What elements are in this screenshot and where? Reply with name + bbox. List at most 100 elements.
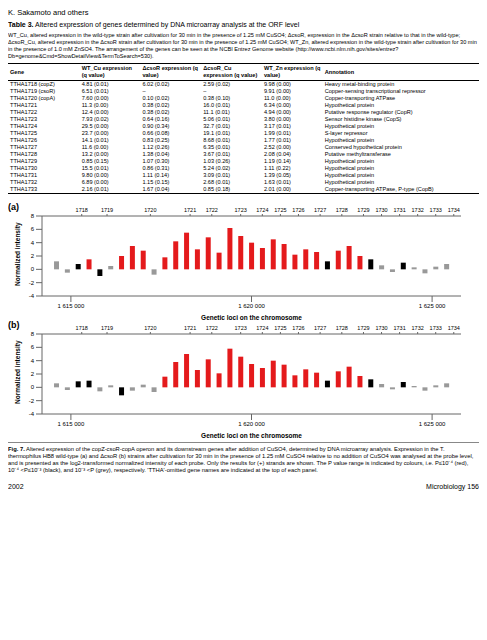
svg-text:6: 6	[31, 226, 35, 232]
svg-text:1730: 1730	[375, 325, 387, 331]
html-text:1.12 (0.26): 1.12 (0.26)	[142, 143, 170, 150]
svg-text:1720: 1720	[144, 207, 156, 213]
html-text:3.67 (0.01): 3.67 (0.01)	[203, 150, 231, 157]
html-text:(a): (a)	[8, 201, 19, 212]
svg-text:1721: 1721	[184, 207, 196, 213]
svg-text:Normalized intensity: Normalized intensity	[14, 222, 22, 286]
svg-text:4: 4	[31, 240, 35, 246]
html-text:Hypothetical protein: Hypothetical protein	[324, 122, 375, 129]
svg-text:1 625 000: 1 625 000	[419, 421, 446, 427]
svg-text:1723: 1723	[235, 325, 247, 331]
svg-text:2: 2	[31, 371, 35, 377]
html-text:WT_Zn expression (q value): WT_Zn expression (q value)	[263, 65, 321, 78]
svg-text:-2: -2	[29, 280, 35, 286]
svg-text:1733: 1733	[430, 207, 442, 213]
svg-text:1725: 1725	[274, 325, 286, 331]
html-text:2.52 (0.00): 2.52 (0.00)	[263, 143, 291, 150]
svg-text:1724: 1724	[256, 325, 268, 331]
svg-text:1728: 1728	[336, 325, 348, 331]
svg-text:1718: 1718	[76, 207, 88, 213]
svg-text:1723: 1723	[235, 207, 247, 213]
svg-text:-2: -2	[29, 398, 35, 404]
html-text:0.90 (0.34): 0.90 (0.34)	[142, 122, 170, 129]
svg-text:1726: 1726	[292, 325, 304, 331]
svg-text:Normalized intensity: Normalized intensity	[14, 340, 22, 404]
svg-text:1729: 1729	[357, 207, 369, 213]
svg-text:1720: 1720	[144, 325, 156, 331]
html-text:32.7 (0.01): 32.7 (0.01)	[203, 122, 231, 129]
html-text:K. Sakamoto and others: K. Sakamoto and others	[8, 8, 89, 17]
svg-text:1732: 1732	[412, 207, 424, 213]
html-text:1.77 (0.01): 1.77 (0.01)	[263, 136, 291, 143]
svg-text:1731: 1731	[393, 207, 405, 213]
svg-text:Genetic loci on the chromosome: Genetic loci on the chromosome	[201, 314, 302, 320]
svg-text:1 625 000: 1 625 000	[419, 303, 446, 309]
svg-text:1727: 1727	[314, 207, 326, 213]
html-text:2002: 2002	[8, 482, 24, 490]
svg-text:1 620 000: 1 620 000	[238, 421, 265, 427]
svg-text:0: 0	[31, 266, 35, 272]
svg-text:1 620 000: 1 620 000	[238, 303, 265, 309]
html-text:ΔcsoR_Cu expression (q value): ΔcsoR_Cu expression (q value)	[203, 65, 258, 78]
svg-text:1734: 1734	[448, 207, 460, 213]
svg-text:-4: -4	[29, 411, 35, 417]
svg-text:1732: 1732	[412, 325, 424, 331]
html-text:Hypothetical protein: Hypothetical protein	[324, 136, 375, 143]
svg-text:8: 8	[31, 331, 35, 337]
html-text:8.68 (0.01): 8.68 (0.01)	[203, 136, 231, 143]
html-text:11.6 (0.00): 11.6 (0.00)	[81, 143, 109, 150]
svg-text:Genetic loci on the chromosome: Genetic loci on the chromosome	[201, 432, 302, 438]
svg-text:1730: 1730	[375, 207, 387, 213]
svg-text:8: 8	[31, 213, 35, 219]
svg-text:1726: 1726	[292, 207, 304, 213]
html-text:Conserved hypothetical protein: Conserved hypothetical protein	[324, 143, 402, 150]
html-text:TTHA1725: TTHA1725	[10, 129, 38, 136]
svg-text:1729: 1729	[357, 325, 369, 331]
svg-text:1721: 1721	[184, 325, 196, 331]
svg-text:2: 2	[31, 253, 35, 259]
html-text:Annotation: Annotation	[324, 68, 355, 75]
html-text:Gene: Gene	[10, 68, 24, 75]
svg-text:1725: 1725	[274, 207, 286, 213]
svg-text:1733: 1733	[430, 325, 442, 331]
svg-text:1728: 1728	[336, 207, 348, 213]
html-text:Fig. 7. Altered expression of: Fig. 7. Altered expression of the copZ-c…	[8, 445, 474, 474]
html-text:19.1 (0.01): 19.1 (0.01)	[203, 129, 231, 136]
html-text:0.83 (0.25): 0.83 (0.25)	[142, 136, 170, 143]
html-text:Microbiology 156: Microbiology 156	[426, 482, 479, 490]
html-text:29.5 (0.00): 29.5 (0.00)	[81, 122, 109, 129]
svg-text:1734: 1734	[448, 325, 460, 331]
svg-text:1 615 000: 1 615 000	[58, 421, 85, 427]
html-text:S-layer repressor: S-layer repressor	[324, 129, 368, 136]
html-text:WT_Cu, altered expression in t: WT_Cu, altered expression in the wild-ty…	[8, 32, 477, 60]
html-text:ΔcsoR expression (q value): ΔcsoR expression (q value)	[142, 65, 198, 78]
html-text:TTHA1724: TTHA1724	[10, 122, 38, 129]
svg-text:1727: 1727	[314, 325, 326, 331]
html-text:Table 3. Altered expression of: Table 3. Altered expression of genes det…	[8, 21, 300, 29]
html-text:(b): (b)	[8, 319, 20, 330]
svg-text:0: 0	[31, 384, 35, 390]
svg-text:1724: 1724	[256, 207, 268, 213]
html-text:14.1 (0.01): 14.1 (0.01)	[81, 136, 109, 143]
html-text:WT_Cu expression (q value): WT_Cu expression (q value)	[81, 65, 132, 78]
html-text:23.7 (0.00): 23.7 (0.00)	[81, 129, 109, 136]
html-text:3.17 (0.01): 3.17 (0.01)	[263, 122, 291, 129]
html-text:13.2 (0.00): 13.2 (0.00)	[81, 150, 109, 157]
svg-text:4: 4	[31, 358, 35, 364]
svg-text:1722: 1722	[206, 207, 218, 213]
svg-text:1719: 1719	[101, 325, 113, 331]
svg-text:1718: 1718	[76, 325, 88, 331]
html-text:0.66 (0.08): 0.66 (0.08)	[142, 129, 170, 136]
svg-text:1719: 1719	[101, 207, 113, 213]
html-text:1.99 (0.01): 1.99 (0.01)	[263, 129, 291, 136]
svg-text:1722: 1722	[206, 325, 218, 331]
html-text:6.35 (0.01): 6.35 (0.01)	[203, 143, 231, 150]
html-text:TTHA1726: TTHA1726	[10, 136, 38, 143]
svg-text:1731: 1731	[393, 325, 405, 331]
html-text:TTHA1728: TTHA1728	[10, 150, 38, 157]
svg-text:1 615 000: 1 615 000	[58, 303, 85, 309]
html-text:1.38 (0.04): 1.38 (0.04)	[142, 150, 170, 157]
svg-text:-4: -4	[29, 293, 35, 299]
svg-text:6: 6	[31, 344, 35, 350]
html-text:TTHA1727: TTHA1727	[10, 143, 38, 150]
